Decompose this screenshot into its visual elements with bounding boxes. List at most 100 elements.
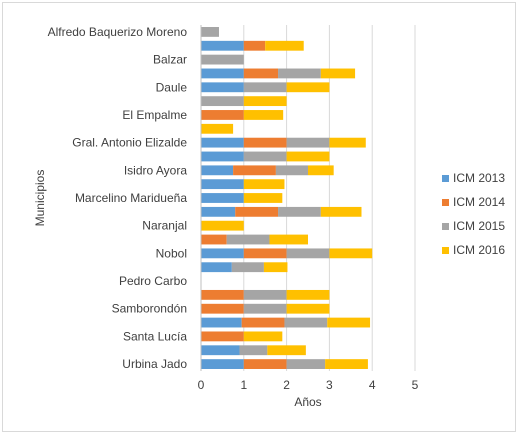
bar-15-1 <box>201 234 227 245</box>
x-tick-label-4: 4 <box>369 378 376 392</box>
x-axis-label: Años <box>294 395 321 409</box>
category-label-18: Pedro Carbo <box>119 274 187 288</box>
category-labels: Alfredo Baquerizo Moreno Balzar Daule El Em… <box>48 25 188 371</box>
bar-11-0 <box>201 179 244 190</box>
bar-8-3 <box>329 137 366 148</box>
bar-23-3 <box>267 345 306 356</box>
bar-2-2 <box>201 54 244 65</box>
bar-5-2 <box>201 96 244 107</box>
bar-9-0 <box>201 151 244 162</box>
category-label-24: Urbina Jado <box>122 357 187 371</box>
bar-3-1 <box>243 68 279 79</box>
bar-6-1 <box>201 110 244 120</box>
bars <box>201 27 373 369</box>
legend-swatch-1 <box>442 199 449 206</box>
category-label-22: Santa Lucía <box>123 329 187 343</box>
bar-19-3 <box>286 289 330 300</box>
bar-16-1 <box>243 248 287 259</box>
bar-8-1 <box>243 137 287 148</box>
bar-16-0 <box>201 248 244 259</box>
category-label-16: Nobol <box>156 246 187 260</box>
bar-4-2 <box>243 82 287 93</box>
bar-8-2 <box>286 137 330 148</box>
legend-label-2: ICM 2015 <box>453 219 505 233</box>
bar-13-3 <box>320 206 362 217</box>
bar-10-0 <box>201 165 234 176</box>
bar-10-1 <box>233 165 276 176</box>
bar-10-2 <box>275 165 308 176</box>
bar-0-2 <box>201 27 219 37</box>
bar-3-2 <box>278 68 321 79</box>
bar-16-2 <box>286 248 330 259</box>
bar-24-2 <box>286 359 326 369</box>
bar-4-3 <box>286 82 330 93</box>
legend-label-0: ICM 2013 <box>453 171 505 185</box>
bar-24-1 <box>243 359 287 369</box>
x-tick-label-1: 1 <box>240 378 247 392</box>
bar-3-0 <box>201 68 244 79</box>
bar-17-0 <box>201 262 232 273</box>
x-tick-label-0: 0 <box>198 378 205 392</box>
x-tick-labels: 0 1 2 3 4 5 <box>198 378 419 392</box>
bar-23-0 <box>201 345 240 356</box>
bar-6-3 <box>243 110 284 120</box>
legend-label-1: ICM 2014 <box>453 195 505 209</box>
bar-17-2 <box>231 262 264 273</box>
bar-19-2 <box>243 289 287 300</box>
legend: ICM 2013 ICM 2014 ICM 2015 ICM 2016 <box>442 171 505 257</box>
category-label-10: Isidro Ayora <box>124 163 187 177</box>
bar-7-3 <box>201 123 234 134</box>
bar-22-1 <box>201 331 244 342</box>
category-label-20: Samborondón <box>112 302 187 316</box>
bar-15-3 <box>269 234 308 245</box>
bar-3-3 <box>320 68 356 79</box>
bar-24-0 <box>201 359 244 369</box>
bar-13-2 <box>278 206 321 217</box>
bar-21-3 <box>327 317 371 328</box>
bar-11-3 <box>243 179 285 190</box>
legend-swatch-2 <box>442 223 449 230</box>
bar-9-2 <box>243 151 287 162</box>
bar-1-0 <box>201 40 244 51</box>
bar-13-1 <box>235 206 279 217</box>
bar-20-3 <box>286 303 330 314</box>
category-label-4: Daule <box>156 80 188 94</box>
category-label-8: Gral. Antonio Elizalde <box>72 136 187 150</box>
bar-5-3 <box>243 96 287 107</box>
bar-17-3 <box>263 262 288 273</box>
bar-12-0 <box>201 193 244 203</box>
category-label-6: El Empalme <box>122 108 187 122</box>
bar-4-0 <box>201 82 244 93</box>
x-tick-label-5: 5 <box>412 378 419 392</box>
bar-20-1 <box>201 303 244 314</box>
bar-22-3 <box>243 331 283 342</box>
bar-21-1 <box>241 317 285 328</box>
bar-14-3 <box>201 220 244 231</box>
bar-21-2 <box>284 317 328 328</box>
bar-19-1 <box>201 289 244 300</box>
bar-1-1 <box>243 40 266 51</box>
bar-21-0 <box>201 317 242 328</box>
x-tick-label-3: 3 <box>326 378 333 392</box>
bar-15-2 <box>226 234 270 245</box>
legend-swatch-0 <box>442 175 449 182</box>
bar-1-3 <box>265 40 304 51</box>
stacked-bar-chart: Alfredo Baquerizo Moreno Balzar Daule El Em… <box>33 25 505 409</box>
bar-13-0 <box>201 206 236 217</box>
chart-frame: Alfredo Baquerizo Moreno Balzar Daule El Em… <box>2 2 516 432</box>
category-label-12: Marcelino Maridueña <box>75 191 187 205</box>
bar-23-2 <box>239 345 268 356</box>
legend-swatch-3 <box>442 247 449 254</box>
bar-10-3 <box>308 165 334 176</box>
bar-12-3 <box>243 193 283 203</box>
legend-label-3: ICM 2016 <box>453 243 505 257</box>
bar-20-2 <box>243 303 287 314</box>
category-label-14: Naranjal <box>142 219 187 233</box>
bar-16-3 <box>329 248 373 259</box>
category-label-2: Balzar <box>153 53 187 67</box>
bar-9-3 <box>286 151 330 162</box>
y-axis-label: Municipios <box>33 170 47 227</box>
bar-8-0 <box>201 137 244 148</box>
category-label-0: Alfredo Baquerizo Moreno <box>48 25 188 39</box>
x-tick-label-2: 2 <box>283 378 290 392</box>
